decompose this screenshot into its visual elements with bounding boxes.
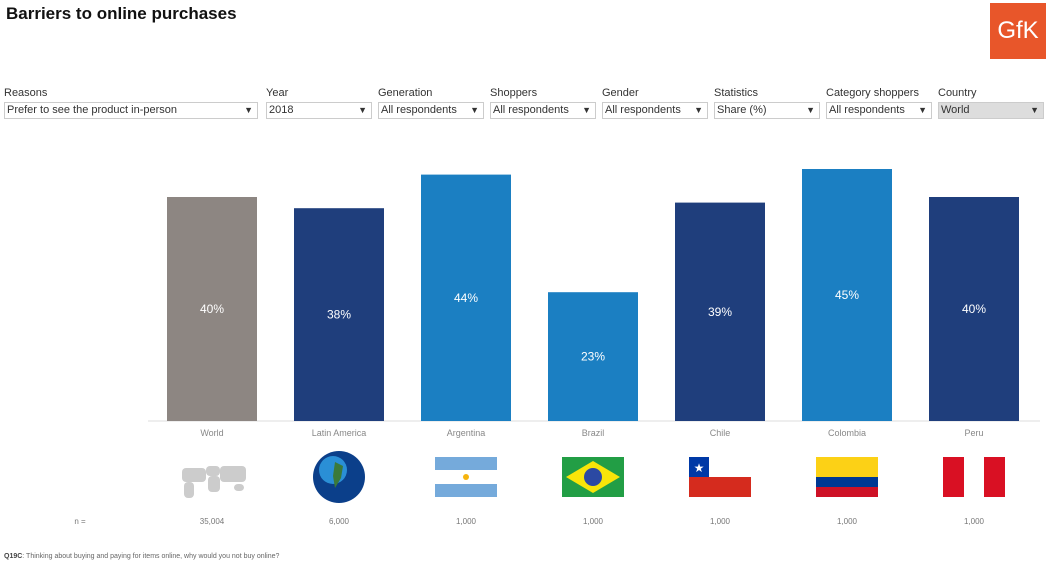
category-label: Chile	[710, 428, 731, 438]
filter-reasons: Reasons Prefer to see the product in-per…	[4, 87, 258, 119]
filter-country: Country World ▼	[938, 87, 1044, 119]
filter-label: Shoppers	[490, 87, 538, 99]
filter-dropdown[interactable]: All respondents ▼	[490, 102, 596, 119]
dropdown-arrow-icon: ▼	[470, 105, 479, 115]
filter-value: Prefer to see the product in-person	[7, 104, 177, 116]
n-value: 1,000	[456, 517, 477, 526]
bar-world[interactable]	[167, 197, 257, 421]
globe-icon	[313, 451, 365, 503]
flag-colombia-icon	[816, 457, 878, 497]
footnote: Q19C: Thinking about buying and paying f…	[4, 553, 279, 560]
filter-statistics: Statistics Share (%) ▼	[714, 87, 820, 119]
n-label: n =	[74, 517, 86, 526]
dropdown-arrow-icon: ▼	[806, 105, 815, 115]
dropdown-arrow-icon: ▼	[694, 105, 703, 115]
filter-value: World	[941, 104, 970, 116]
bar-peru[interactable]	[929, 197, 1019, 421]
bar-latin-america[interactable]	[294, 208, 384, 421]
dropdown-arrow-icon: ▼	[244, 105, 253, 115]
filter-value: 2018	[269, 104, 294, 116]
dropdown-arrow-icon: ▼	[358, 105, 367, 115]
page-title: Barriers to online purchases	[6, 4, 237, 23]
filter-dropdown[interactable]: World ▼	[938, 102, 1044, 119]
data-label: 38%	[327, 308, 351, 322]
n-value: 35,004	[200, 517, 225, 526]
world-map-icon	[182, 466, 246, 498]
flag-brazil-icon	[562, 457, 624, 497]
bar-chile[interactable]	[675, 202, 765, 421]
category-label: Brazil	[582, 428, 605, 438]
filter-label: Category shoppers	[826, 87, 919, 99]
footnote-text: : Thinking about buying and paying for i…	[22, 553, 280, 560]
n-value: 1,000	[964, 517, 985, 526]
filter-value: Share (%)	[717, 104, 767, 116]
filter-dropdown[interactable]: All respondents ▼	[378, 102, 484, 119]
filter-category-shoppers: Category shoppers All respondents ▼	[826, 87, 932, 119]
filter-label: Generation	[378, 87, 433, 99]
filter-generation: Generation All respondents ▼	[378, 87, 484, 119]
filter-dropdown[interactable]: Share (%) ▼	[714, 102, 820, 119]
filter-value: All respondents	[605, 104, 681, 116]
n-value: 6,000	[329, 517, 350, 526]
filter-dropdown[interactable]: All respondents ▼	[602, 102, 708, 119]
category-label: Latin America	[312, 428, 367, 438]
filter-value: All respondents	[381, 104, 457, 116]
filter-label: Country	[938, 87, 977, 99]
n-value: 1,000	[837, 517, 858, 526]
flag-chile-icon: ★	[689, 457, 751, 497]
category-label: Peru	[964, 428, 983, 438]
filter-label: Statistics	[714, 87, 759, 99]
category-label: Colombia	[828, 428, 866, 438]
filter-label: Year	[266, 87, 289, 99]
data-label: 45%	[835, 288, 859, 302]
filter-label: Reasons	[4, 87, 48, 99]
filter-gender: Gender All respondents ▼	[602, 87, 708, 119]
flag-argentina-icon	[435, 457, 497, 497]
data-label: 23%	[581, 350, 605, 364]
data-label: 39%	[708, 305, 732, 319]
flag-peru-icon	[943, 457, 1005, 497]
category-label: Argentina	[447, 428, 486, 438]
filter-value: All respondents	[493, 104, 569, 116]
bar-colombia[interactable]	[802, 169, 892, 421]
filter-value: All respondents	[829, 104, 905, 116]
filter-dropdown[interactable]: All respondents ▼	[826, 102, 932, 119]
data-label: 40%	[200, 302, 224, 316]
bar-brazil[interactable]	[548, 292, 638, 421]
gfk-logo: GfK	[990, 3, 1046, 59]
filter-dropdown[interactable]: 2018 ▼	[266, 102, 372, 119]
n-value: 1,000	[583, 517, 604, 526]
dropdown-arrow-icon: ▼	[918, 105, 927, 115]
data-label: 44%	[454, 291, 478, 305]
bar-argentina[interactable]	[421, 174, 511, 421]
svg-text:★: ★	[694, 461, 705, 475]
dropdown-arrow-icon: ▼	[582, 105, 591, 115]
data-label: 40%	[962, 302, 986, 316]
filter-icon: ▼	[1030, 105, 1039, 115]
n-value: 1,000	[710, 517, 731, 526]
filter-label: Gender	[602, 87, 639, 99]
footnote-code: Q19C	[4, 553, 23, 560]
filter-year: Year 2018 ▼	[266, 87, 372, 119]
filter-dropdown[interactable]: Prefer to see the product in-person ▼	[4, 102, 258, 119]
category-label: World	[200, 428, 223, 438]
filter-shoppers: Shoppers All respondents ▼	[490, 87, 596, 119]
